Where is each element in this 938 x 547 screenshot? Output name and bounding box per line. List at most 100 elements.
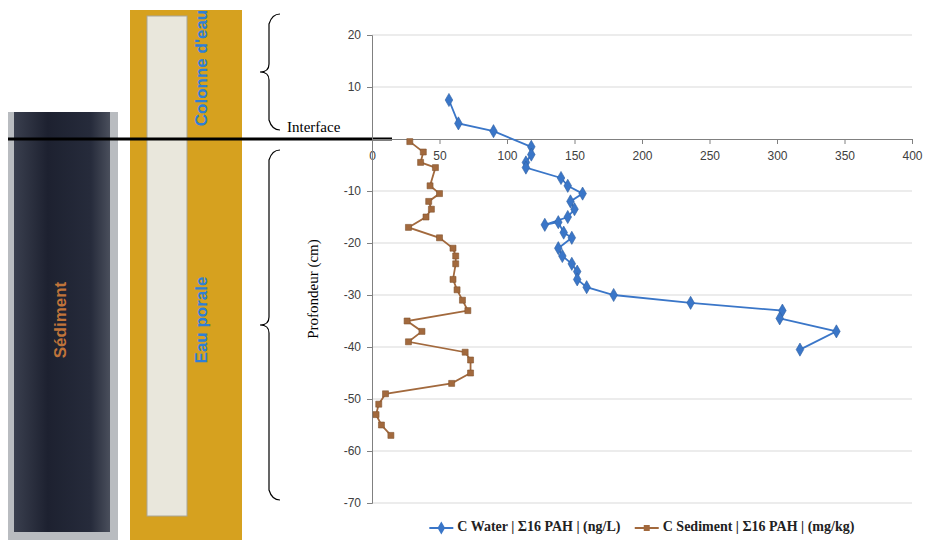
y-tick-label: -30: [344, 288, 362, 302]
data-point: [459, 297, 465, 303]
data-point: [557, 171, 565, 184]
data-point: [564, 210, 572, 223]
y-tick-label: -60: [344, 444, 362, 458]
grid-line: [372, 503, 912, 504]
y-tick-label: -70: [344, 496, 362, 510]
grid-line: [372, 399, 912, 400]
legend-item: C Water | Σ16 PAH | (ng/L): [429, 519, 620, 535]
x-tick-label: 200: [632, 149, 652, 163]
y-tick-label: 20: [348, 28, 362, 42]
x-tick: 100: [497, 139, 517, 163]
x-tick-mark: [710, 139, 711, 144]
y-tick-label: -40: [344, 340, 362, 354]
series-line: [376, 142, 471, 436]
data-point: [404, 318, 410, 324]
data-point: [453, 261, 459, 267]
y-tick-mark: [367, 295, 372, 296]
data-point: [426, 198, 432, 204]
data-point: [419, 328, 425, 334]
data-point: [445, 93, 453, 106]
sampler-frame: [130, 10, 242, 540]
grid-line: [372, 347, 912, 348]
data-point: [541, 218, 549, 231]
data-point: [450, 276, 456, 282]
y-axis-title: Profondeur (cm): [305, 239, 322, 339]
data-point: [427, 183, 433, 189]
photo-background: [8, 112, 118, 540]
data-point: [522, 161, 530, 174]
data-point: [555, 216, 563, 229]
legend: C Water | Σ16 PAH | (ng/L) C Sediment | Σ…: [429, 519, 854, 535]
y-tick-mark: [367, 35, 372, 36]
x-tick-label: 400: [902, 149, 922, 163]
figure: Colonne d'eauEau poraleSédimentInterface…: [0, 0, 938, 547]
data-point: [579, 187, 587, 200]
y-tick-mark: [367, 399, 372, 400]
data-point: [450, 245, 456, 251]
grid-line: [372, 451, 912, 452]
sampler-strip: [147, 16, 187, 516]
grid: [372, 35, 912, 503]
legend-marker: [644, 525, 650, 531]
x-tick-label: 100: [497, 149, 517, 163]
data-point: [462, 349, 468, 355]
data-point: [468, 357, 474, 363]
data-point: [449, 380, 455, 386]
series-line: [449, 100, 836, 350]
x-tick-mark: [642, 139, 643, 144]
y-tick-mark: [367, 243, 372, 244]
data-point: [833, 325, 841, 338]
x-tick-label: 300: [767, 149, 787, 163]
grid-line: [372, 295, 912, 296]
data-point: [405, 339, 411, 345]
data-point: [573, 273, 581, 286]
data-point: [564, 179, 572, 192]
y-tick: -70: [344, 496, 372, 510]
brace: [260, 150, 280, 500]
legend-marker: [438, 521, 446, 534]
legend-label: C Sediment | Σ16 PAH | (mg/kg): [663, 519, 855, 535]
brace: [260, 14, 280, 130]
y-tick-label: -50: [344, 392, 362, 406]
label-pore-water: Eau porale: [192, 277, 211, 364]
data-point: [455, 117, 463, 130]
data-point: [490, 125, 498, 138]
x-tick-mark: [575, 139, 576, 144]
data-point: [528, 148, 536, 161]
x-tick-label: 350: [835, 149, 855, 163]
data-point: [610, 288, 618, 301]
x-tick: 150: [565, 139, 585, 163]
y-tick-label: 10: [348, 80, 362, 94]
data-point: [437, 191, 443, 197]
x-tick-label: 150: [565, 149, 585, 163]
data-point: [571, 203, 579, 216]
grid-line: [372, 87, 912, 88]
data-point: [583, 281, 591, 294]
grid-line: [372, 243, 912, 244]
y-tick: 20: [348, 28, 372, 42]
y-tick: -40: [344, 340, 372, 354]
plot-area: [373, 93, 840, 438]
data-point: [796, 343, 804, 356]
data-point: [376, 401, 382, 407]
y-tick-mark: [367, 347, 372, 348]
x-tick: 300: [767, 139, 787, 163]
legend-label: C Water | Σ16 PAH | (ng/L): [457, 519, 620, 535]
x-tick-mark: [777, 139, 778, 144]
y-tick: 10: [348, 80, 372, 94]
data-point: [454, 287, 460, 293]
data-point: [420, 149, 426, 155]
x-tick-mark: [912, 139, 913, 144]
y-tick-mark: [367, 451, 372, 452]
y-tick: -50: [344, 392, 372, 406]
data-point: [373, 412, 379, 418]
data-point: [560, 226, 568, 239]
y-tick-label: -20: [344, 236, 362, 250]
y-tick: -30: [344, 288, 372, 302]
y-axis: 2010-10-20-30-40-50-60-70: [344, 28, 373, 510]
x-axis: 050100150200250300350400: [369, 139, 923, 163]
data-point: [465, 308, 471, 314]
grid-line: [372, 35, 912, 36]
data-point: [388, 432, 394, 438]
x-tick: 350: [835, 139, 855, 163]
